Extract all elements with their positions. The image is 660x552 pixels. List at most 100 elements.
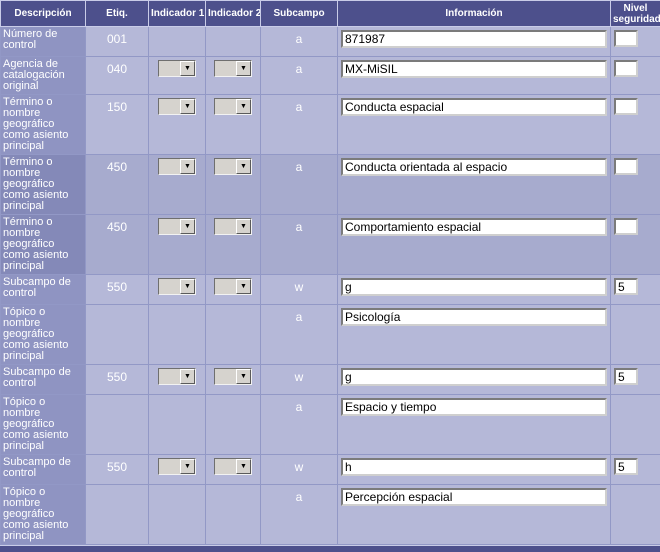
indicator1-dropdown[interactable]: ▼ [158,368,196,385]
field-description: Término o nombre geográfico como asiento… [1,95,86,155]
subfield-code: a [261,485,338,545]
indicator1-dropdown[interactable]: ▼ [158,458,196,475]
field-tag: 550 [86,455,149,485]
field-description: Tópico o nombre geográfico como asiento … [1,305,86,365]
dropdown-field [215,159,236,174]
table-row: Término o nombre geográfico como asiento… [1,215,660,275]
column-header-informacion: Información [338,1,611,27]
field-description: Tópico o nombre geográfico como asiento … [1,395,86,455]
indicator2-dropdown[interactable]: ▼ [214,458,252,475]
dropdown-field [159,219,180,234]
indicator2-dropdown[interactable]: ▼ [214,60,252,77]
table-row: Número de control 001 a [1,27,660,57]
dropdown-arrow-icon: ▼ [236,279,251,294]
info-input[interactable] [341,368,607,386]
info-input[interactable] [341,398,607,416]
dropdown-arrow-icon: ▼ [236,99,251,114]
table-row: Tópico o nombre geográfico como asiento … [1,395,660,455]
indicator1-cell [149,395,206,455]
dropdown-field [215,369,236,384]
subfield-code: a [261,57,338,95]
indicator1-dropdown[interactable]: ▼ [158,60,196,77]
field-tag [86,395,149,455]
info-input[interactable] [341,218,607,236]
indicator2-dropdown[interactable]: ▼ [214,158,252,175]
indicator2-cell [206,485,261,545]
indicator2-dropdown[interactable]: ▼ [214,218,252,235]
info-input[interactable] [341,60,607,78]
subfield-code: w [261,275,338,305]
table-row: Tópico o nombre geográfico como asiento … [1,305,660,365]
dropdown-arrow-icon: ▼ [236,219,251,234]
info-input[interactable] [341,30,607,48]
info-input[interactable] [341,458,607,476]
dropdown-arrow-icon: ▼ [236,61,251,76]
indicator1-dropdown[interactable]: ▼ [158,218,196,235]
subfield-code: a [261,395,338,455]
dropdown-arrow-icon: ▼ [180,279,195,294]
info-input[interactable] [341,278,607,296]
security-level-input[interactable] [614,60,638,77]
security-level-input[interactable] [614,278,638,295]
subfield-code: a [261,27,338,57]
field-tag: 450 [86,215,149,275]
dropdown-field [215,459,236,474]
field-description: Subcampo de control [1,455,86,485]
column-header-etiq: Etiq. [86,1,149,27]
field-description: Número de control [1,27,86,57]
field-description: Término o nombre geográfico como asiento… [1,155,86,215]
field-description: Agencia de catalogación original [1,57,86,95]
field-description: Subcampo de control [1,275,86,305]
security-level-input[interactable] [614,30,638,47]
security-level-input[interactable] [614,158,638,175]
dropdown-field [215,279,236,294]
subfield-code: a [261,155,338,215]
header-row: Descripción Etiq. Indicador 1 Indicador … [1,1,660,27]
subfield-code: a [261,305,338,365]
security-level-input[interactable] [614,218,638,235]
info-input[interactable] [341,488,607,506]
column-header-descripcion: Descripción [1,1,86,27]
bottom-strip [0,545,660,552]
field-tag [86,305,149,365]
dropdown-field [215,99,236,114]
field-tag: 550 [86,365,149,395]
table-row: Término o nombre geográfico como asiento… [1,155,660,215]
indicator2-dropdown[interactable]: ▼ [214,98,252,115]
indicator2-cell [206,395,261,455]
subfield-code: a [261,215,338,275]
security-level-input[interactable] [614,98,638,115]
column-header-indicador1: Indicador 1 [149,1,206,27]
indicator1-dropdown[interactable]: ▼ [158,98,196,115]
info-input[interactable] [341,158,607,176]
security-level-input[interactable] [614,368,638,385]
dropdown-arrow-icon: ▼ [180,369,195,384]
table-row: Subcampo de control 550 ▼ ▼ w [1,455,660,485]
field-tag: 550 [86,275,149,305]
column-header-indicador2: Indicador 2 [206,1,261,27]
column-header-nivel-seguridad: Nivel seguridad [611,1,660,27]
indicator2-dropdown[interactable]: ▼ [214,368,252,385]
dropdown-field [215,219,236,234]
table-row: Subcampo de control 550 ▼ ▼ w [1,275,660,305]
dropdown-field [159,99,180,114]
field-tag [86,485,149,545]
security-level-input[interactable] [614,458,638,475]
indicator2-dropdown[interactable]: ▼ [214,278,252,295]
dropdown-arrow-icon: ▼ [236,159,251,174]
field-description: Término o nombre geográfico como asiento… [1,215,86,275]
security-level-cell [611,395,660,455]
field-description: Subcampo de control [1,365,86,395]
security-level-cell [611,485,660,545]
info-input[interactable] [341,308,607,326]
info-input[interactable] [341,98,607,116]
indicator2-cell [206,27,261,57]
dropdown-arrow-icon: ▼ [180,459,195,474]
dropdown-field [215,61,236,76]
dropdown-arrow-icon: ▼ [236,459,251,474]
subfield-code: a [261,95,338,155]
dropdown-field [159,459,180,474]
indicator1-dropdown[interactable]: ▼ [158,278,196,295]
indicator1-dropdown[interactable]: ▼ [158,158,196,175]
field-tag: 001 [86,27,149,57]
